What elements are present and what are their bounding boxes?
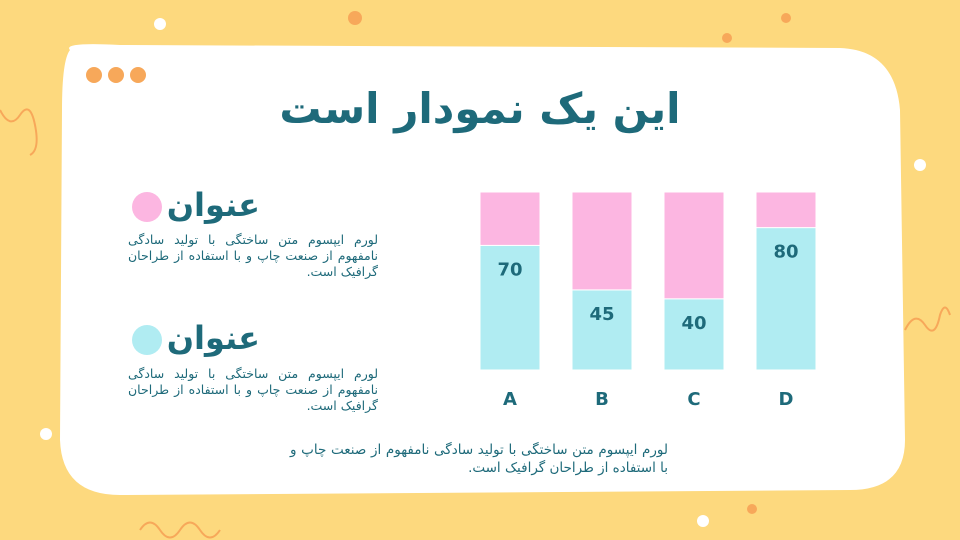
- squiggle: [904, 306, 951, 332]
- legend-swatch: [132, 192, 162, 222]
- bar-segment: [663, 298, 725, 371]
- squiggle: [0, 108, 38, 156]
- squiggle: [139, 521, 221, 539]
- dot: [130, 67, 146, 83]
- dot: [154, 18, 166, 30]
- bar-segment: [755, 191, 817, 229]
- data-label: 70: [497, 259, 522, 280]
- bar-segment: [663, 191, 725, 300]
- bar-segment: [571, 289, 633, 371]
- dot: [348, 11, 362, 25]
- bar-segment: [479, 244, 541, 371]
- x-tick-label: B: [595, 389, 609, 410]
- dot: [747, 504, 757, 514]
- dot: [781, 13, 791, 23]
- data-label: 45: [589, 304, 614, 325]
- legend-swatch: [132, 325, 162, 355]
- dot: [86, 67, 102, 83]
- legend-note: لورم ایپسوم متن ساختگی با تولید سادگی نا…: [128, 366, 378, 413]
- x-tick-label: C: [687, 389, 700, 410]
- dot: [108, 67, 124, 83]
- legend-label: عنوان: [166, 186, 260, 224]
- dot: [914, 159, 926, 171]
- bar-segment: [479, 191, 541, 246]
- chart-title: این یک نمودار است: [279, 84, 681, 133]
- dot: [697, 515, 709, 527]
- data-label: 80: [773, 242, 798, 263]
- data-label: 40: [681, 313, 706, 334]
- dot: [40, 428, 52, 440]
- x-tick-label: D: [779, 389, 794, 410]
- legend-note: لورم ایپسوم متن ساختگی با تولید سادگی نا…: [128, 232, 378, 279]
- x-tick-label: A: [503, 389, 517, 410]
- bar-segment: [755, 227, 817, 371]
- legend-label: عنوان: [166, 319, 260, 357]
- dot: [722, 33, 732, 43]
- bar-segment: [571, 191, 633, 291]
- caption: لورم ایپسوم متن ساختگی با تولید سادگی نا…: [290, 442, 668, 476]
